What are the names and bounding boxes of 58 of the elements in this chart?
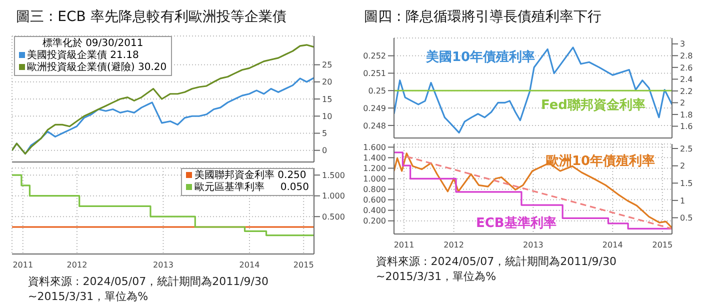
y2-tick-label: 0 xyxy=(322,146,328,156)
y-tick-label: 0.25 xyxy=(368,86,386,96)
legend-label: 歐元區基準利率 0.050 xyxy=(193,182,309,194)
x-tick-label: 2012 xyxy=(66,260,88,270)
y-tick-label: 0.800 xyxy=(363,185,386,194)
y-tick-label: 0.200 xyxy=(363,216,386,226)
line-series xyxy=(394,46,672,134)
chart-title: 圖三 : ECB 率先降息較有利歐洲投等企業債 xyxy=(16,8,286,26)
y2-tick-label: 1 xyxy=(680,196,686,206)
y-tick-label: 0.249 xyxy=(363,104,386,113)
y-tick-label: 0.400 xyxy=(363,206,386,216)
y2-tick-label: 2.2 xyxy=(680,86,693,96)
y2-tick-label: 5 xyxy=(322,129,328,138)
y-tick-label: 0.251 xyxy=(363,69,386,78)
y2-tick-label: 2.8 xyxy=(680,51,693,60)
series-label: Fed聯邦資金利率 xyxy=(541,96,646,114)
x-tick-label: 2011 xyxy=(394,240,414,250)
source-note: 資料來源 : 2024/05/07，統計期間為2011/9/30 ~2015/3/31，單位為% xyxy=(28,274,270,302)
y-tick-label: 0.248 xyxy=(363,121,386,130)
y2-tick-label: 0.5 xyxy=(680,214,693,223)
chart-title: 圖四 : 降息循環將引導長債殖利率下行 xyxy=(364,8,602,26)
y-tick-label: 0.252 xyxy=(363,52,386,61)
y2-tick-label: 20 xyxy=(322,78,332,87)
legend-label: 美國聯邦資金利率 0.250 xyxy=(193,170,308,182)
y2-tick-label: 2 xyxy=(680,98,686,108)
x-tick-label: 2012 xyxy=(444,240,464,250)
y2-tick-label: 3 xyxy=(680,40,686,49)
y2-tick-label: 1.8 xyxy=(680,110,693,120)
x-tick-label: 2013 xyxy=(153,260,174,270)
x-tick-label: 2014 xyxy=(239,260,260,270)
x-tick-label: 2011 xyxy=(12,260,34,270)
source-note: 資料來源 : 2024/05/07，統計期間為2011/9/30 ~2015/3/31，單位為% xyxy=(376,254,618,284)
y-tick-label: 1.200 xyxy=(363,164,386,174)
x-tick-label: 2015 xyxy=(293,260,314,270)
x-tick-label: 2014 xyxy=(602,240,623,250)
y-tick-label: 1.000 xyxy=(363,174,386,184)
series-label: 美國10年債殖利率 xyxy=(426,48,536,66)
y2-tick-label: 10 xyxy=(322,112,332,121)
y2-tick-label: 2.6 xyxy=(680,63,693,72)
y2-tick-label: 1.5 xyxy=(680,178,693,188)
y2-tick-label: 2 xyxy=(680,162,686,171)
y2-tick-label: 1.500 xyxy=(322,170,345,180)
legend-title: 標準化於 09/30/2011 xyxy=(41,38,144,50)
series-label: ECB基準利率 xyxy=(476,214,556,232)
legend-label: 歐洲投資級企業債(避險) 30.20 xyxy=(26,62,167,74)
x-tick-label: 2013 xyxy=(523,240,544,250)
x-tick-label: 2015 xyxy=(652,240,673,250)
y2-tick-label: 15 xyxy=(322,94,332,104)
y-tick-label: 1.400 xyxy=(363,154,386,163)
y-tick-label: 1.600 xyxy=(363,143,386,152)
y2-tick-label: 1.000 xyxy=(322,192,345,201)
y2-tick-label: 2.5 xyxy=(680,144,693,154)
legend-label: 美國投資級企業債 21.18 xyxy=(26,50,140,62)
y2-tick-label: 2.4 xyxy=(680,75,693,84)
y2-tick-label: 25 xyxy=(322,60,332,70)
y-tick-label: 0.600 xyxy=(363,196,386,205)
y2-tick-label: 1.6 xyxy=(680,122,693,132)
y2-tick-label: 0.500 xyxy=(322,212,345,222)
